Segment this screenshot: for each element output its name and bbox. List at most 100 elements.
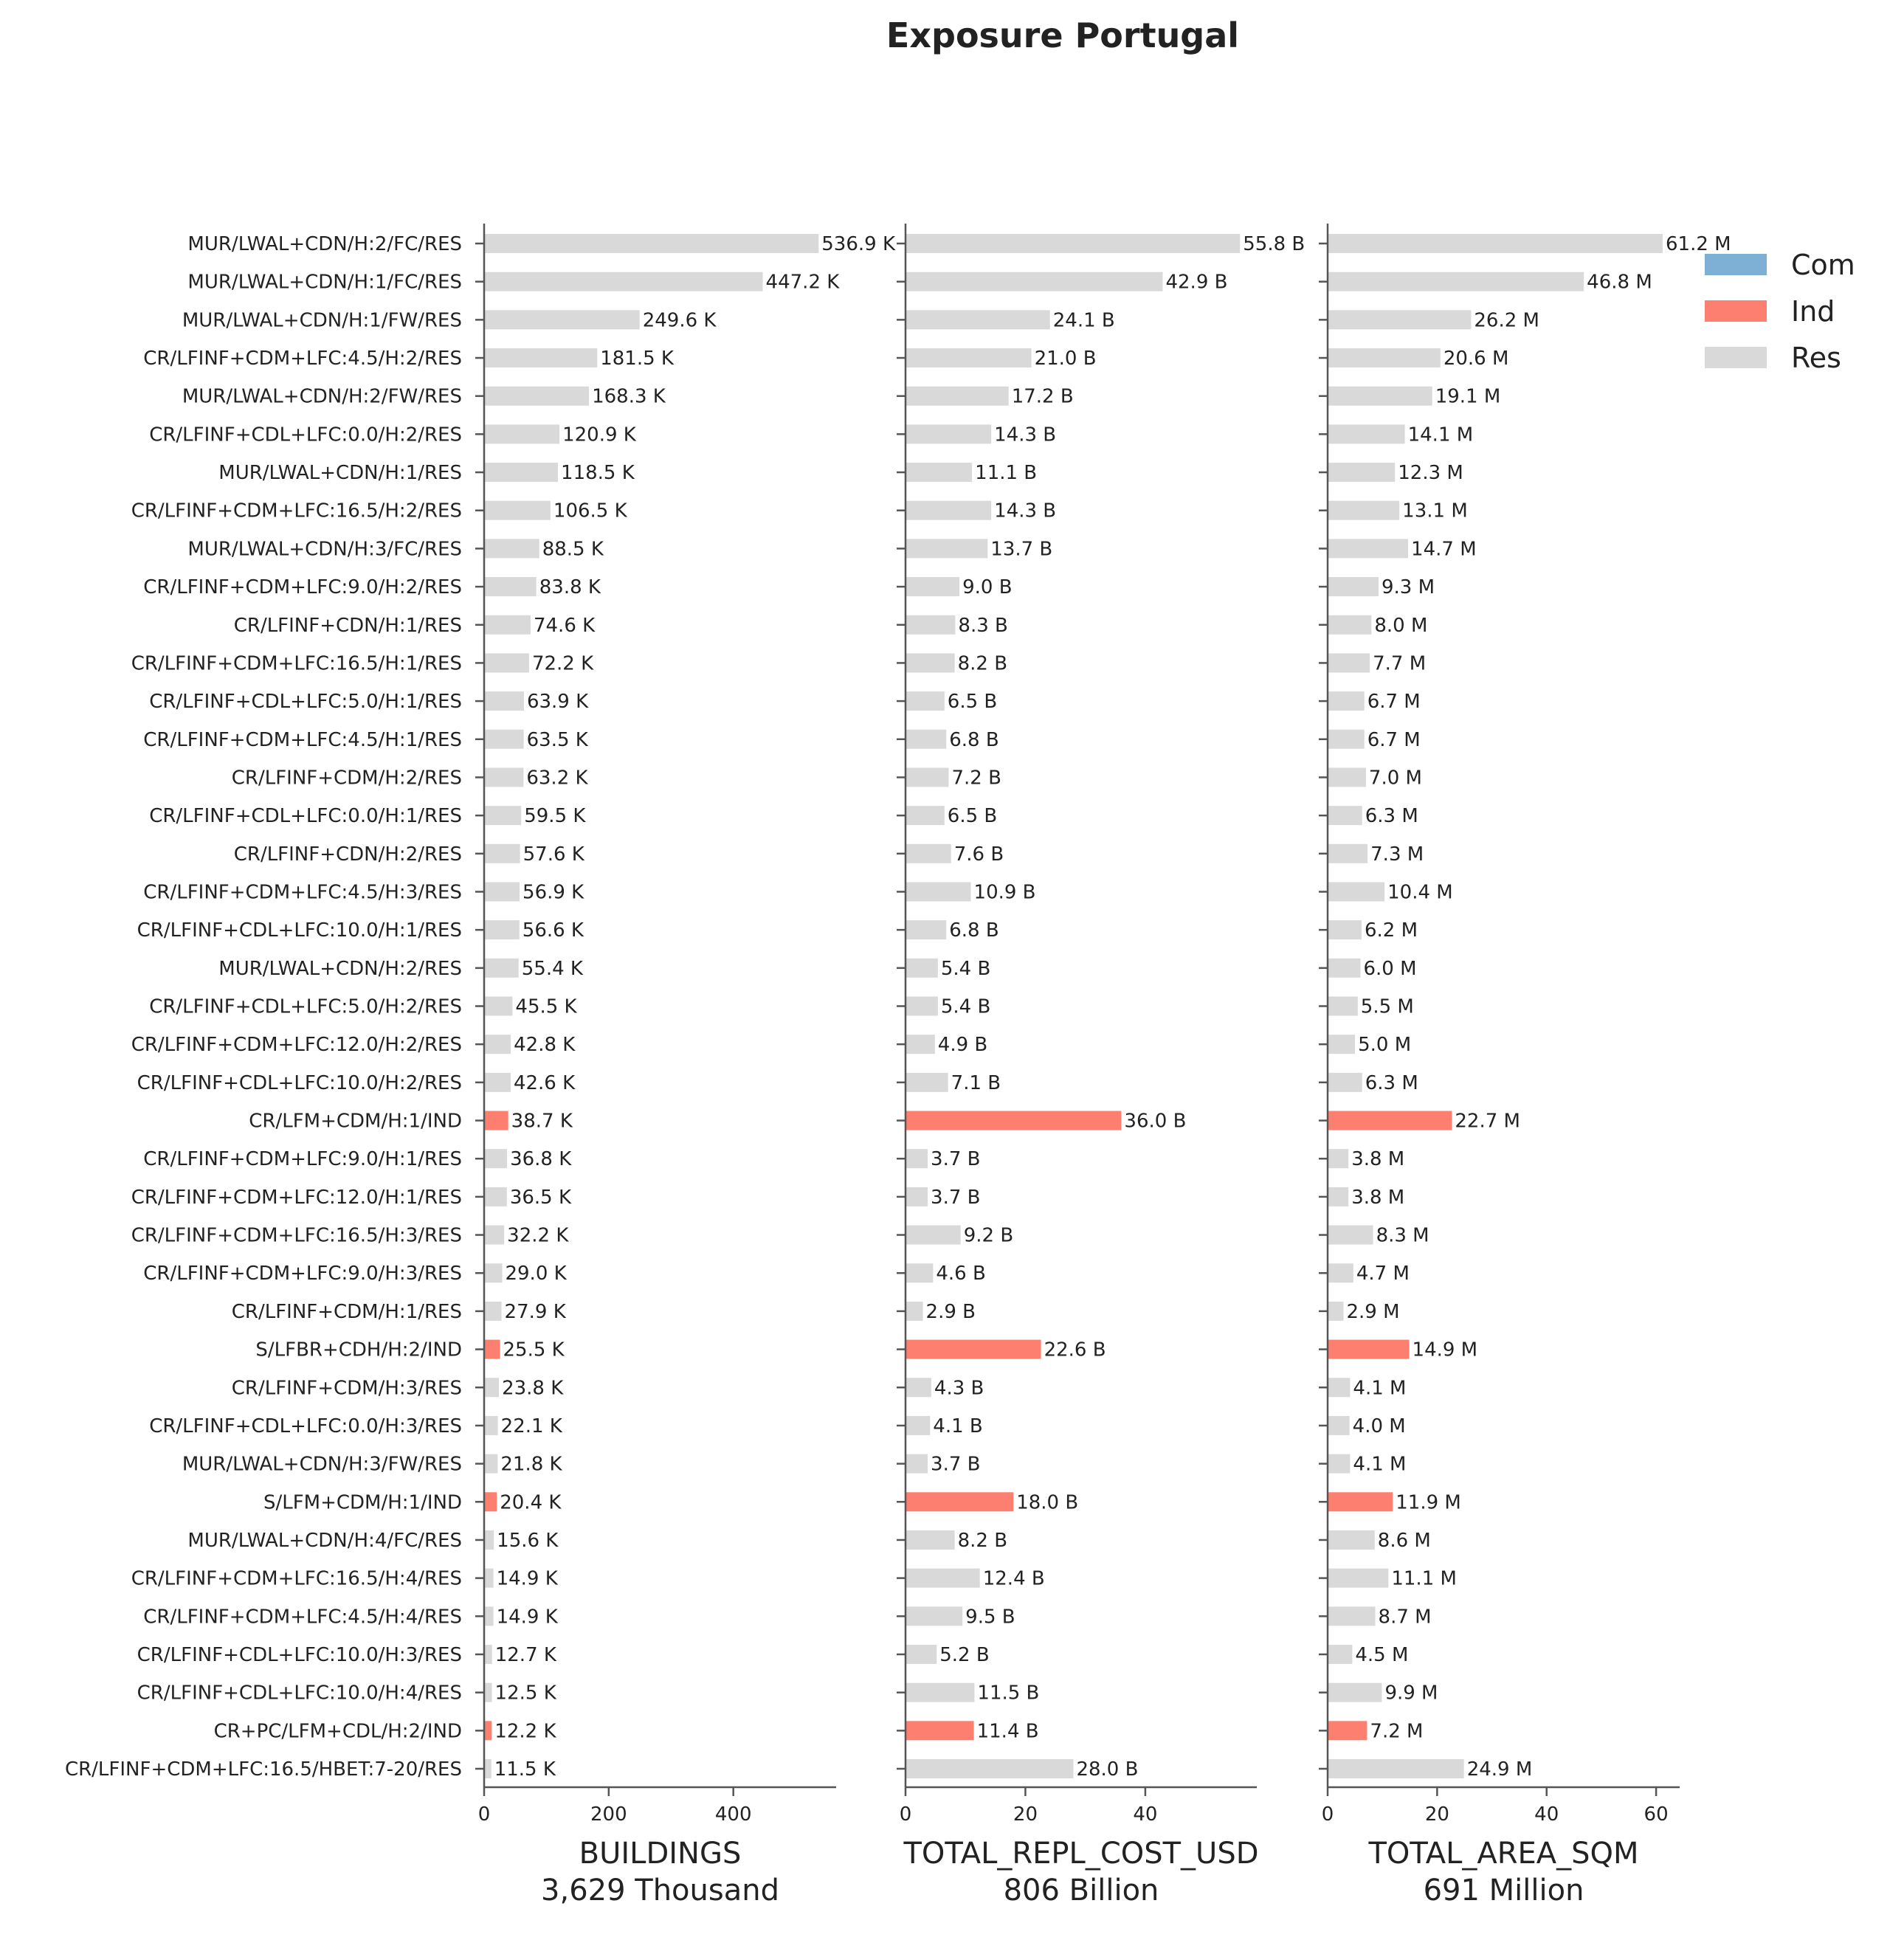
data-label: 11.1 B [975, 462, 1037, 484]
bar [1328, 1263, 1353, 1283]
data-label: 6.2 M [1365, 919, 1418, 942]
bar [1328, 958, 1361, 978]
data-label: 63.9 K [527, 691, 589, 713]
data-label: 12.2 K [494, 1720, 556, 1742]
bar [484, 1721, 492, 1741]
category-label: CR/LFINF+CDM+LFC:12.0/H:2/RES [131, 1034, 462, 1056]
bar [906, 539, 988, 559]
x-tick-label: 20 [1013, 1803, 1038, 1826]
data-label: 23.8 K [502, 1377, 564, 1399]
data-label: 18.0 B [1016, 1491, 1078, 1513]
bar [906, 1378, 931, 1398]
bar [906, 1339, 1041, 1359]
category-label: CR/LFINF+CDN/H:2/RES [234, 843, 462, 866]
category-label: S/LFBR+CDH/H:2/IND [255, 1339, 462, 1361]
bar [484, 1568, 494, 1588]
bar [906, 1263, 934, 1283]
category-label: MUR/LWAL+CDN/H:3/FW/RES [182, 1454, 462, 1476]
bar [1328, 500, 1400, 520]
x-axis-label: TOTAL_REPL_COST_USD [903, 1837, 1258, 1871]
bar [484, 729, 524, 749]
category-label: CR/LFINF+CDL+LFC:0.0/H:3/RES [149, 1415, 462, 1437]
category-label: MUR/LWAL+CDN/H:1/FW/RES [182, 309, 462, 331]
bar [1328, 1187, 1349, 1206]
bar [1328, 691, 1365, 711]
data-label: 13.7 B [990, 538, 1052, 560]
category-label: CR/LFINF+CDL+LFC:5.0/H:1/RES [149, 691, 462, 713]
bar [906, 767, 949, 787]
bar [906, 1301, 923, 1321]
data-label: 72.2 K [532, 652, 594, 674]
bar [906, 1072, 948, 1092]
data-label: 6.3 M [1365, 805, 1418, 827]
data-label: 28.0 B [1076, 1758, 1138, 1781]
bar [1328, 1721, 1367, 1741]
bar [906, 348, 1032, 368]
bar [1328, 577, 1379, 597]
data-label: 29.0 K [505, 1263, 567, 1285]
bar [1328, 729, 1365, 749]
bar [484, 843, 520, 863]
data-label: 57.6 K [523, 843, 585, 866]
chart-panels: 536.9 K 447.2 K 249.6 K 181.5 K 168.3 K 120.9… [475, 224, 1731, 1907]
bar [906, 1149, 928, 1169]
legend-swatch [1705, 254, 1767, 275]
data-label: 4.7 M [1356, 1263, 1410, 1285]
data-label: 6.8 B [949, 919, 998, 942]
bar [906, 1682, 975, 1702]
bar [906, 424, 992, 444]
data-label: 12.5 K [495, 1682, 557, 1705]
data-label: 42.8 K [514, 1034, 576, 1056]
data-label: 88.5 K [542, 538, 604, 560]
bar [906, 272, 1163, 291]
bar [484, 1530, 494, 1550]
bar [906, 1568, 980, 1588]
category-label: CR/LFINF+CDM/H:2/RES [232, 767, 462, 789]
bar [1328, 1149, 1349, 1169]
category-label: CR/LFINF+CDM/H:1/RES [232, 1301, 462, 1323]
data-label: 36.5 K [510, 1187, 572, 1209]
data-label: 3.7 B [931, 1148, 980, 1170]
data-label: 22.6 B [1044, 1339, 1106, 1361]
bar [484, 310, 640, 330]
bar [1328, 348, 1441, 368]
data-label: 14.9 K [497, 1568, 559, 1590]
bar [484, 1454, 498, 1474]
data-label: 14.7 M [1411, 538, 1477, 560]
bar [484, 1263, 503, 1283]
bar [906, 500, 992, 520]
category-label: CR/LFINF+CDM/H:3/RES [232, 1377, 462, 1399]
bar [1328, 310, 1472, 330]
bar [906, 577, 960, 597]
legend-swatch [1705, 300, 1767, 322]
data-label: 4.0 M [1353, 1415, 1406, 1437]
bar [484, 1644, 492, 1664]
bar [906, 1606, 963, 1626]
data-label: 21.0 B [1035, 348, 1097, 370]
data-label: 20.4 K [500, 1491, 562, 1513]
data-label: 13.1 M [1402, 500, 1468, 522]
bar [484, 1606, 494, 1626]
bar [906, 1187, 928, 1206]
data-label: 9.9 M [1384, 1682, 1438, 1705]
bar [484, 1415, 498, 1435]
data-label: 56.9 K [522, 881, 584, 903]
data-label: 536.9 K [821, 233, 896, 255]
bar [906, 806, 945, 826]
bar [484, 882, 520, 902]
data-label: 55.8 B [1243, 233, 1305, 255]
bar [1328, 1682, 1382, 1702]
bar [1328, 272, 1584, 291]
category-label: CR+PC/LFM+CDL/H:2/IND [214, 1720, 462, 1742]
category-label: CR/LFINF+CDM+LFC:9.0/H:2/RES [143, 576, 462, 598]
data-label: 32.2 K [507, 1225, 569, 1247]
category-label: CR/LFINF+CDM+LFC:16.5/H:4/RES [131, 1568, 462, 1590]
data-label: 11.1 M [1391, 1568, 1457, 1590]
data-label: 4.6 B [936, 1263, 985, 1285]
bar [1328, 653, 1370, 673]
panel-2: 55.8 B 42.9 B 24.1 B 21.0 B 17.2 B 14.3 B 11.1… [897, 224, 1305, 1907]
data-label: 11.5 B [977, 1682, 1039, 1705]
bar [1328, 1644, 1353, 1664]
bar [484, 1682, 492, 1702]
bar [1328, 843, 1368, 863]
